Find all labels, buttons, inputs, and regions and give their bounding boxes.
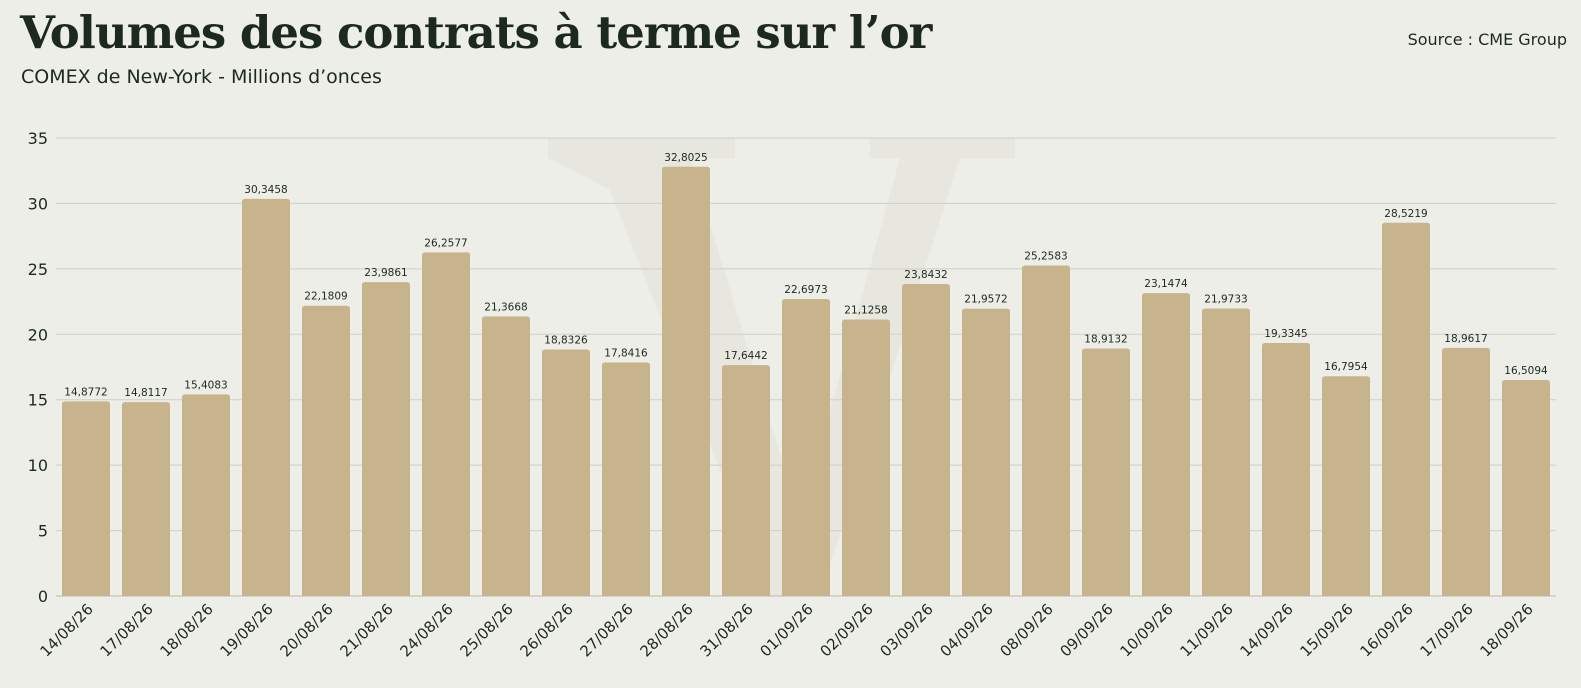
bar [242, 198, 290, 596]
bar [1022, 265, 1070, 596]
x-tick-label: 26/08/26 [516, 600, 576, 660]
y-tick-label: 20 [28, 325, 48, 344]
bar-value-label: 23,1474 [1144, 278, 1188, 290]
x-tick-label: 25/08/26 [456, 600, 516, 660]
bar-value-label: 32,8025 [664, 152, 707, 164]
x-tick-label: 17/08/26 [96, 600, 156, 660]
bar-value-label: 22,6973 [784, 284, 827, 296]
bar [602, 362, 650, 596]
bar-value-label: 30,3458 [244, 184, 287, 196]
bar [1262, 342, 1310, 596]
source-note: Source : CME Group [1407, 30, 1567, 49]
bar [962, 308, 1010, 596]
bar-value-label: 14,8772 [64, 386, 107, 398]
bar-value-label: 15,4083 [184, 379, 227, 391]
bar [122, 402, 170, 596]
x-tick-label: 28/08/26 [636, 600, 696, 660]
bar-value-label: 18,9617 [1444, 333, 1487, 345]
bar [422, 252, 470, 597]
x-tick-label: 21/08/26 [336, 600, 396, 660]
y-tick-label: 5 [38, 522, 48, 541]
bar [1502, 379, 1550, 596]
y-tick-label: 0 [38, 587, 48, 606]
chart-subtitle: COMEX de New-York - Millions d’onces [21, 66, 382, 88]
x-tick-label: 24/08/26 [396, 600, 456, 660]
chart-title: Volumes des contrats à terme sur l’or [20, 6, 932, 59]
x-tick-label: 03/09/26 [876, 600, 936, 660]
bar-value-label: 18,9132 [1084, 334, 1127, 346]
x-tick-label: 01/09/26 [756, 600, 816, 660]
bars [62, 166, 1550, 597]
bar-value-label: 26,2577 [424, 237, 467, 249]
bar-value-label: 21,9572 [964, 294, 1007, 306]
value-labels: 14,8772 14,8117 15,4083 30,3458 22,1809 23,98… [64, 152, 1548, 399]
x-tick-label: 09/09/26 [1056, 600, 1116, 660]
x-tick-label: 14/08/26 [36, 600, 96, 660]
x-tick-label: 31/08/26 [696, 600, 756, 660]
bar-value-label: 16,5094 [1504, 365, 1548, 377]
x-tick-label: 19/08/26 [216, 600, 276, 660]
bar [482, 316, 530, 596]
x-tick-label: 02/09/26 [816, 600, 876, 660]
bar-value-label: 17,8416 [604, 348, 648, 360]
y-tick-label: 15 [28, 391, 48, 410]
bar [1382, 222, 1430, 596]
bar [1202, 308, 1250, 596]
bar [842, 319, 890, 596]
bar-value-label: 28,5219 [1384, 208, 1427, 220]
bar-value-label: 21,1258 [844, 305, 887, 317]
y-axis-ticks: 0 5 10 15 20 25 30 35 [28, 129, 48, 606]
bar-value-label: 16,7954 [1324, 361, 1368, 373]
x-tick-label: 17/09/26 [1416, 600, 1476, 660]
bar [662, 166, 710, 596]
y-tick-label: 10 [28, 456, 48, 475]
bar-value-label: 23,8432 [904, 269, 947, 281]
bar [1322, 376, 1370, 596]
x-tick-label: 15/09/26 [1296, 600, 1356, 660]
x-tick-label: 18/08/26 [156, 600, 216, 660]
bar [542, 349, 590, 596]
bar-value-label: 22,1809 [304, 291, 347, 303]
bar-value-label: 19,3345 [1264, 328, 1307, 340]
bar [1142, 293, 1190, 596]
x-tick-label: 04/09/26 [936, 600, 996, 660]
bar [182, 394, 230, 596]
bar [722, 365, 770, 596]
bar [362, 282, 410, 596]
bar-value-label: 21,9733 [1204, 293, 1247, 305]
y-tick-label: 30 [28, 194, 48, 213]
bar [782, 298, 830, 596]
bar [1082, 348, 1130, 596]
x-tick-label: 18/09/26 [1476, 600, 1536, 660]
x-axis-ticks: 14/08/26 17/08/26 18/08/26 19/08/26 20/08/26… [36, 600, 1536, 660]
x-tick-label: 16/09/26 [1356, 600, 1416, 660]
bar-value-label: 14,8117 [124, 387, 167, 399]
bar [62, 401, 110, 596]
bar-value-label: 18,8326 [544, 335, 588, 347]
x-tick-label: 08/09/26 [996, 600, 1056, 660]
bar [1442, 347, 1490, 596]
bar-value-label: 25,2583 [1024, 250, 1067, 262]
y-tick-label: 25 [28, 260, 48, 279]
x-tick-label: 20/08/26 [276, 600, 336, 660]
x-tick-label: 14/09/26 [1236, 600, 1296, 660]
bar-value-label: 23,9861 [364, 267, 407, 279]
x-tick-label: 11/09/26 [1176, 600, 1236, 660]
x-tick-label: 27/08/26 [576, 600, 636, 660]
bar-value-label: 17,6442 [724, 350, 767, 362]
x-tick-label: 10/09/26 [1116, 600, 1176, 660]
bar-value-label: 21,3668 [484, 301, 527, 313]
bar [302, 305, 350, 596]
bar [902, 283, 950, 596]
y-tick-label: 35 [28, 129, 48, 148]
